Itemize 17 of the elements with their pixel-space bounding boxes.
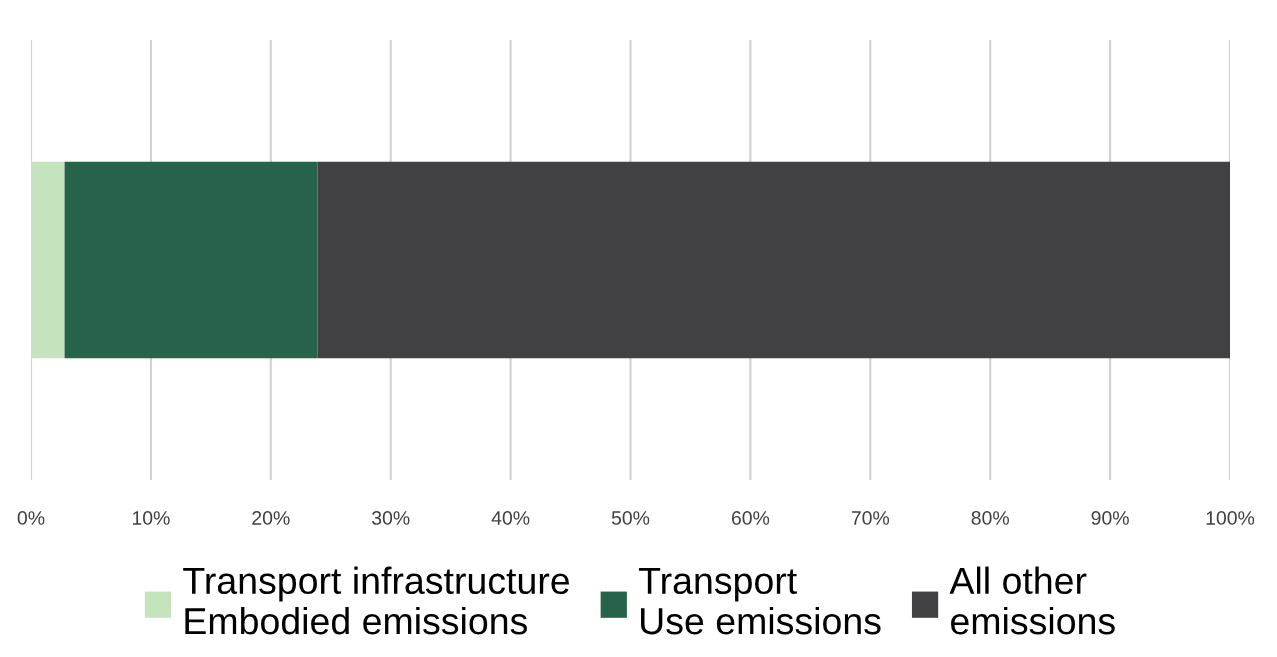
x-tick-label: 10% bbox=[132, 511, 170, 525]
x-tick-label: 0% bbox=[17, 511, 45, 525]
bar bbox=[317, 161, 1230, 359]
bar bbox=[64, 161, 318, 359]
x-tick-label: 80% bbox=[971, 511, 1009, 525]
x-tick-label: 50% bbox=[611, 511, 650, 525]
legend-label: All other emissions bbox=[949, 566, 1115, 635]
bar bbox=[31, 161, 65, 359]
x-tick-label: 100% bbox=[1206, 511, 1255, 525]
legend-label: Transport infrastructure Embodied emissions bbox=[183, 566, 569, 635]
x-tick-label: 60% bbox=[731, 511, 770, 525]
x-tick-label: 30% bbox=[371, 511, 410, 525]
x-tick-label: 70% bbox=[851, 511, 890, 525]
x-tick-label: 90% bbox=[1091, 511, 1129, 525]
x-tick-label: 20% bbox=[252, 511, 290, 525]
x-tick-label: 40% bbox=[491, 511, 530, 525]
legend-label: Transport Use emissions bbox=[638, 567, 881, 635]
